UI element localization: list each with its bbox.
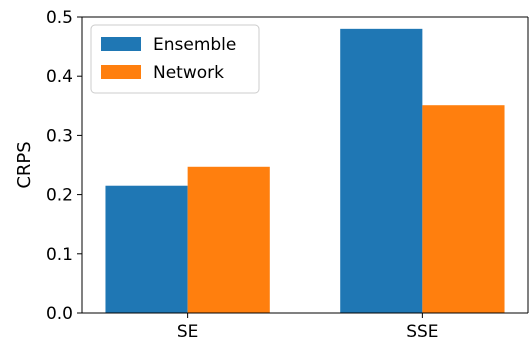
legend-swatch-network (101, 65, 141, 79)
x-tick-label: SSE (406, 322, 438, 342)
y-axis-label: CRPS (14, 141, 35, 188)
legend: Ensemble Network (90, 24, 260, 94)
bar-network-se (187, 166, 270, 313)
bar-ensemble-se (105, 185, 188, 313)
y-tick-label: 0.0 (46, 304, 73, 324)
y-tick-label: 0.5 (46, 8, 73, 28)
y-tick-label: 0.1 (46, 245, 73, 265)
y-axis: 0.0 0.1 0.2 0.3 0.4 0.5 (46, 8, 82, 324)
bar-network-sse (422, 105, 505, 314)
y-tick-label: 0.3 (46, 126, 73, 146)
x-tick-label: SE (177, 322, 199, 342)
legend-label-ensemble: Ensemble (153, 35, 236, 55)
y-tick-label: 0.4 (46, 67, 73, 87)
y-tick-label: 0.2 (46, 186, 73, 206)
plot-area (81, 16, 529, 314)
legend-swatch-ensemble (101, 37, 141, 51)
bar-ensemble-sse (340, 28, 423, 314)
legend-label-network: Network (153, 63, 224, 83)
x-axis: SE SSE (177, 313, 439, 342)
